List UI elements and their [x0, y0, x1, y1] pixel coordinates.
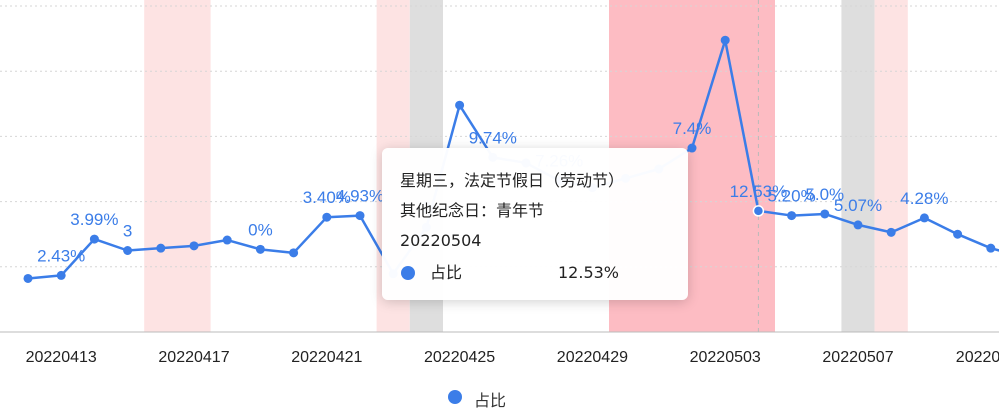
x-tick-label: 20220429 — [557, 349, 628, 366]
data-label: 7.4% — [673, 119, 712, 138]
data-point — [455, 101, 464, 110]
data-label: 4.28% — [900, 189, 948, 208]
data-point — [721, 36, 730, 45]
tooltip-series-row: 占比 12.53% — [400, 258, 688, 288]
data-point — [953, 230, 962, 239]
data-point — [289, 248, 298, 257]
data-point — [986, 244, 995, 253]
x-tick-label: 20220417 — [158, 349, 229, 366]
holiday-band-0 — [144, 0, 210, 332]
data-point — [256, 245, 265, 254]
data-label: 4.93% — [336, 187, 384, 206]
tooltip-date: 20220504 — [400, 226, 688, 256]
data-point — [887, 228, 896, 237]
tooltip-memorial-info: 其他纪念日：青年节 — [400, 196, 688, 226]
data-point — [24, 274, 33, 283]
x-tick-label: 20220503 — [690, 349, 761, 366]
x-tick-label: 20220413 — [26, 349, 97, 366]
data-label: 2.43% — [37, 246, 85, 265]
data-point — [854, 220, 863, 229]
legend-label: 占比 — [474, 387, 506, 411]
legend-dot-icon — [448, 390, 462, 404]
holiday-band-5 — [875, 0, 908, 332]
data-point — [190, 241, 199, 250]
data-point — [820, 209, 829, 218]
series-dot-icon — [401, 266, 415, 280]
data-label: 3.99% — [70, 210, 118, 229]
x-tick-label: 20220421 — [291, 349, 362, 366]
holiday-band-4 — [841, 0, 874, 332]
data-point — [753, 206, 763, 216]
data-point — [688, 144, 697, 153]
tooltip-day-info: 星期三，法定节假日（劳动节） — [400, 166, 688, 196]
tooltip-series-value: 12.53% — [558, 258, 619, 288]
data-point — [787, 211, 796, 220]
data-point — [156, 244, 165, 253]
data-label: 0% — [248, 220, 273, 239]
x-tick-label: 20220425 — [424, 349, 495, 366]
tooltip: 星期三，法定节假日（劳动节） 其他纪念日：青年节 20220504 占比 12.… — [382, 148, 688, 300]
data-point — [920, 213, 929, 222]
data-point — [322, 213, 331, 222]
x-tick-label: 20220507 — [822, 349, 893, 366]
data-point — [223, 236, 232, 245]
data-point — [123, 246, 132, 255]
data-point — [90, 235, 99, 244]
data-label: 9.74% — [469, 128, 517, 147]
data-point — [356, 211, 365, 220]
x-tick-label: 20220511 — [956, 349, 999, 366]
tooltip-series-name: 占比 — [430, 258, 462, 288]
data-label: 3 — [123, 222, 132, 241]
data-point — [57, 271, 66, 280]
data-label: 5.07% — [834, 196, 882, 215]
x-axis: 20220413 20220417 20220421 20220425 20220429… — [26, 349, 999, 366]
